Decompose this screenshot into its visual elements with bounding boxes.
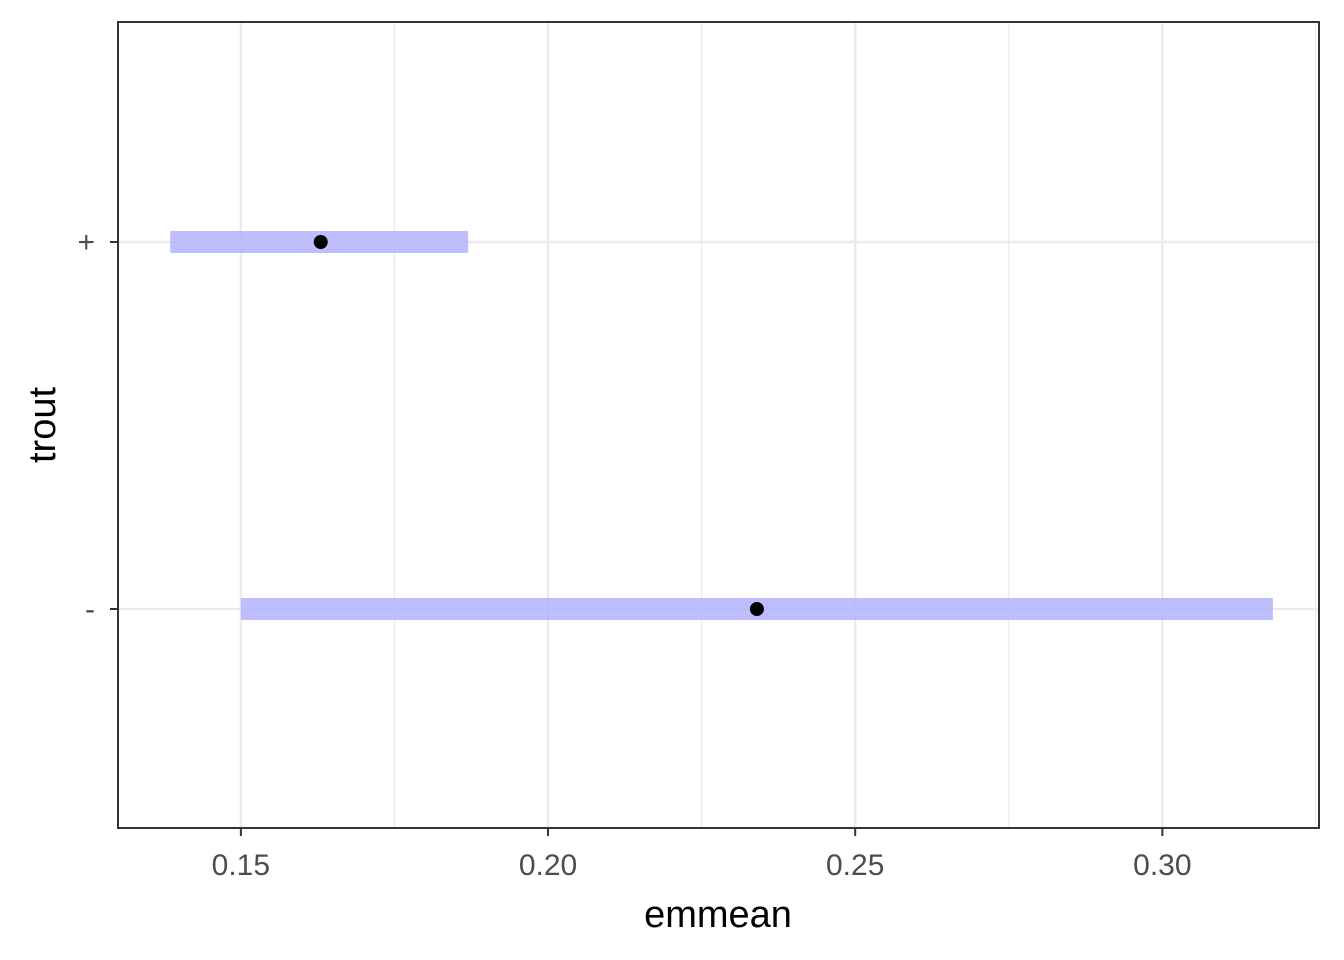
y-tick-label-1: + [77, 226, 95, 259]
estimate-point-1 [750, 602, 764, 616]
x-tick-label-3: 0.30 [1133, 849, 1191, 882]
x-tick-label-1: 0.20 [519, 849, 577, 882]
plot-background [118, 22, 1319, 828]
x-tick-label-0: 0.15 [212, 849, 270, 882]
x-axis-ticks: 0.15 0.20 0.25 0.30 [212, 828, 1192, 882]
y-axis-ticks: -+ [77, 226, 118, 626]
y-axis-title: trout [22, 387, 64, 463]
x-axis-title: emmean [644, 894, 792, 936]
y-tick-label-0: - [85, 593, 95, 626]
x-tick-label-2: 0.25 [826, 849, 884, 882]
estimate-point-0 [314, 235, 328, 249]
